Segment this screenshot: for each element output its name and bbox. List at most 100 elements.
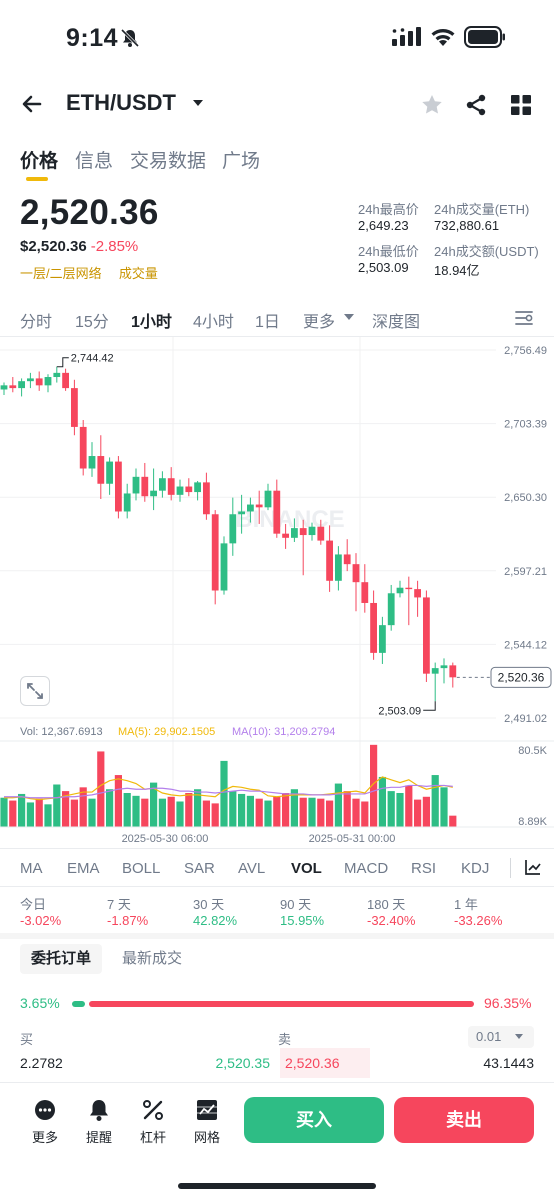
y-tick-label: 2,597.21	[504, 566, 547, 578]
current-price-label[interactable]: 2,520.36	[498, 670, 545, 684]
tab-active-indicator	[26, 177, 48, 181]
candle-body	[335, 554, 342, 581]
candle-body	[123, 493, 131, 512]
back-arrow-icon[interactable]	[20, 92, 44, 116]
candle-body	[53, 372, 61, 378]
perf-period-label[interactable]: 180 天	[367, 897, 406, 912]
candle-body	[159, 478, 166, 491]
candle-body	[115, 461, 122, 512]
indicator-avl[interactable]: AVL	[238, 860, 266, 877]
leverage-icon[interactable]	[142, 1099, 164, 1121]
min-price-pointer	[423, 701, 436, 711]
indicator-ema[interactable]: EMA	[67, 860, 100, 877]
volume-bar	[273, 796, 281, 827]
indicator-separator	[510, 858, 511, 878]
volume-bar	[123, 793, 131, 827]
indicator-rsi[interactable]: RSI	[411, 860, 437, 877]
tab-order-book[interactable]: 委托订单	[20, 944, 102, 974]
candle-body	[194, 482, 201, 493]
stat-low-label: 24h最低价	[358, 244, 419, 259]
grid-trading-icon[interactable]	[196, 1099, 218, 1121]
bell-icon[interactable]	[88, 1098, 110, 1122]
indicator-boll[interactable]: BOLL	[122, 860, 161, 877]
volume-bar	[343, 791, 351, 827]
volume-bar	[211, 803, 219, 827]
tab-price[interactable]: 价格	[20, 151, 59, 172]
chart-settings-icon[interactable]	[514, 309, 534, 327]
timeframe-15m[interactable]: 15分	[75, 314, 109, 331]
perf-top-divider	[0, 886, 554, 887]
timeframe-line[interactable]: 分时	[20, 314, 53, 331]
indicator-chart-icon[interactable]	[524, 858, 542, 876]
status-time: 9:14	[66, 24, 119, 52]
volume-bar	[35, 798, 43, 827]
perf-period-label[interactable]: 90 天	[280, 897, 312, 912]
volume-bar	[88, 798, 96, 827]
pair-title[interactable]: ETH/USDT	[66, 90, 176, 115]
timeframe-4h[interactable]: 4小时	[193, 314, 234, 331]
section-divider	[0, 933, 554, 939]
tab-square[interactable]: 广场	[222, 151, 261, 172]
volume-bar	[370, 744, 378, 827]
volume-bar	[352, 798, 360, 827]
candle-body	[361, 582, 369, 603]
fullscreen-button[interactable]	[20, 676, 50, 706]
tab-latest-trades[interactable]: 最新成交	[122, 950, 183, 967]
share-icon[interactable]	[464, 93, 488, 117]
volume-bar	[53, 784, 61, 827]
indicator-kdj[interactable]: KDJ	[461, 860, 490, 877]
indicator-macd[interactable]: MACD	[344, 860, 389, 877]
perf-period-label[interactable]: 30 天	[193, 897, 225, 912]
tab-trading-data[interactable]: 交易数据	[130, 151, 207, 172]
precision-select[interactable]: 0.01	[468, 1026, 534, 1048]
bid-price[interactable]: 2,520.35	[215, 1055, 271, 1071]
home-indicator	[178, 1183, 376, 1189]
candle-body	[35, 378, 43, 386]
candle-body	[106, 461, 113, 484]
candle-body	[449, 665, 457, 678]
nav-grid-label[interactable]: 网格	[193, 1130, 220, 1145]
candle-body	[203, 482, 210, 515]
nav-alert-label[interactable]: 提醒	[85, 1130, 112, 1145]
nav-more-label[interactable]: 更多	[31, 1130, 58, 1145]
star-icon[interactable]	[420, 93, 444, 117]
y-tick-label: 2,544.12	[504, 639, 547, 651]
timeframe-1h[interactable]: 1小时	[131, 314, 172, 331]
perf-period-label[interactable]: 7 天	[107, 897, 131, 912]
tab-info[interactable]: 信息	[75, 151, 114, 172]
timeframe-1d[interactable]: 1日	[255, 314, 280, 331]
volume-bar	[246, 795, 254, 827]
ask-price[interactable]: 2,520.36	[285, 1055, 340, 1071]
candle-body	[167, 478, 175, 495]
more-dots-icon[interactable]	[34, 1099, 56, 1121]
buy-sell-ratio-bar	[72, 1001, 474, 1007]
timeframe-depth[interactable]: 深度图	[372, 314, 421, 331]
candle-body	[264, 490, 272, 508]
volume-bar	[176, 801, 184, 827]
sell-button[interactable]: 卖出	[394, 1097, 534, 1143]
volume-bar	[290, 789, 298, 827]
timeframe-more[interactable]: 更多	[303, 314, 336, 331]
nav-leverage-label[interactable]: 杠杆	[139, 1130, 166, 1145]
candle-body	[88, 456, 96, 469]
indicator-ma[interactable]: MA	[20, 860, 43, 877]
price-chart[interactable]: BINANCE 2,756.492,703.392,650.302,597.21…	[0, 337, 554, 857]
volume-bar	[97, 751, 105, 827]
candle-body	[317, 526, 325, 541]
time-axis-label: 2025-05-31 00:00	[309, 833, 396, 845]
grid-layout-icon[interactable]	[510, 94, 532, 116]
buy-button[interactable]: 买入	[244, 1097, 384, 1143]
tag-volume[interactable]: 成交量	[118, 266, 158, 281]
tag-layer[interactable]: 一层/二层网络	[20, 266, 102, 281]
bid-header: 买	[20, 1032, 34, 1047]
volume-ma10-line	[4, 784, 453, 799]
indicator-vol[interactable]: VOL	[291, 860, 322, 877]
time-axis-label: 2025-05-30 06:00	[122, 833, 209, 845]
volume-bar	[141, 798, 149, 827]
perf-period-label[interactable]: 今日	[20, 897, 47, 912]
candle-body	[132, 476, 140, 494]
perf-period-label[interactable]: 1 年	[454, 897, 478, 912]
caret-down-icon[interactable]	[191, 97, 205, 109]
indicator-sar[interactable]: SAR	[184, 860, 215, 877]
more-caret-icon[interactable]	[343, 312, 355, 322]
